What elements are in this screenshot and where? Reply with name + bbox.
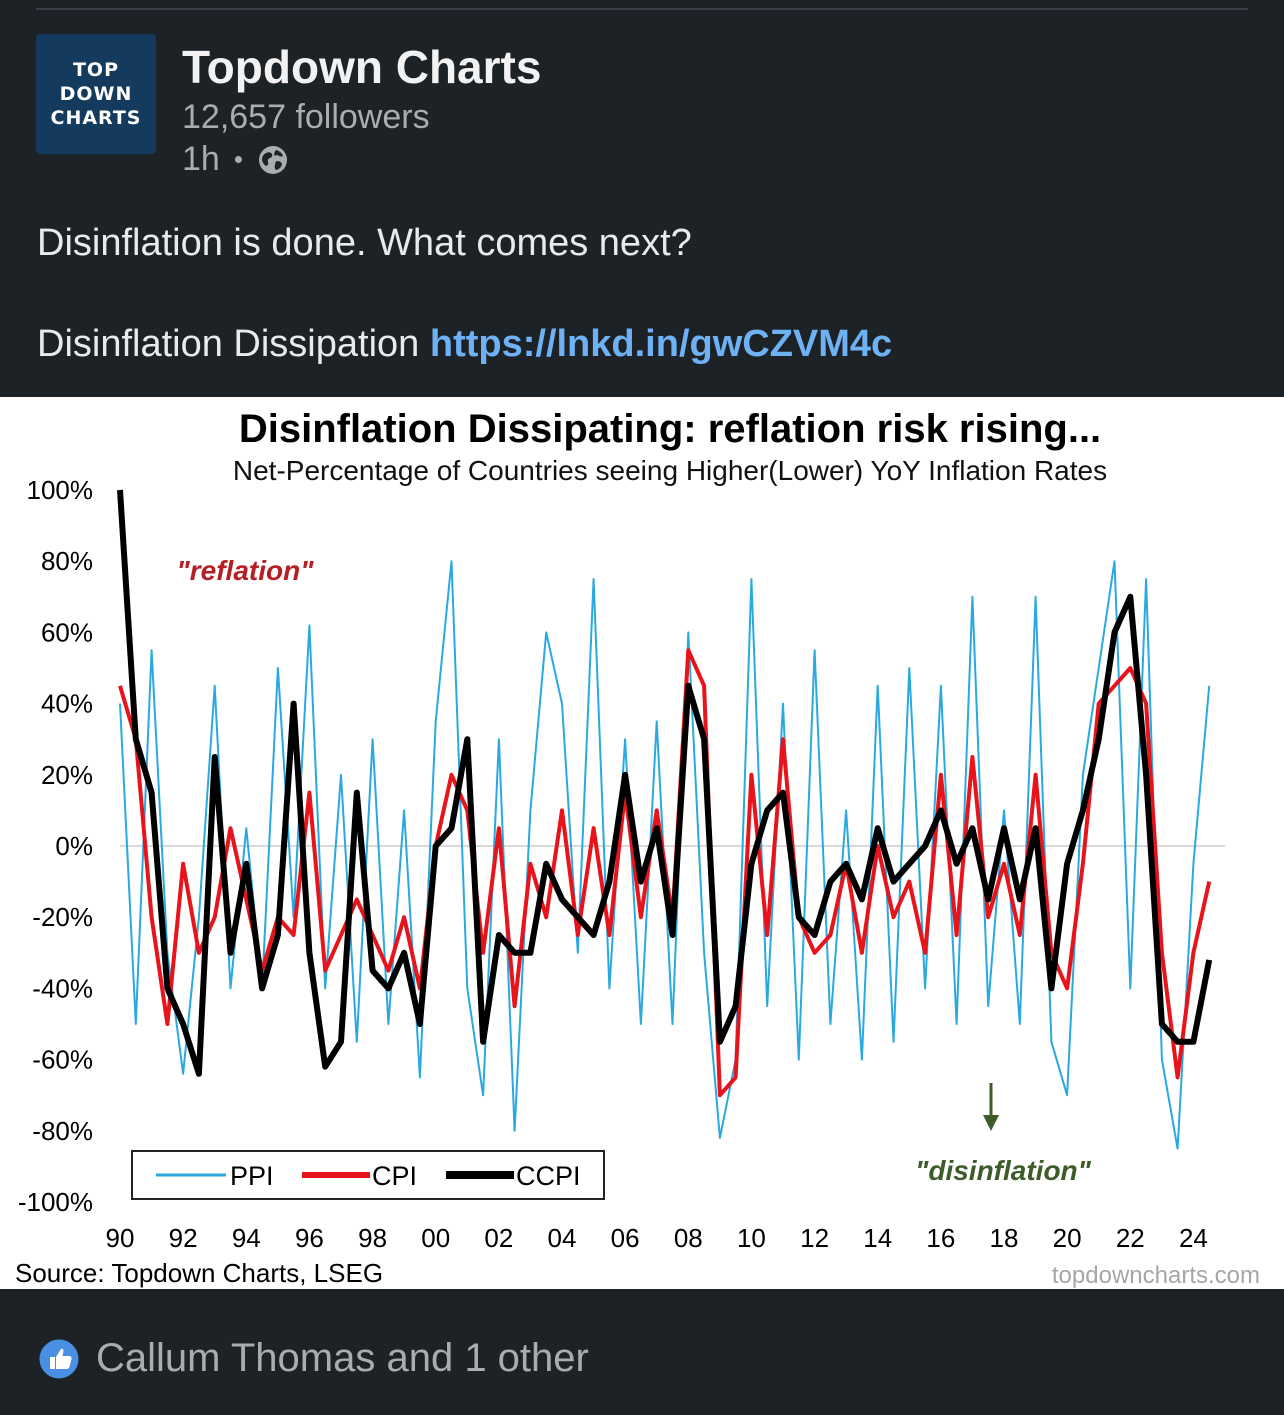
x-tick-label: 18	[990, 1223, 1019, 1253]
chart-source: Source: Topdown Charts, LSEG	[15, 1258, 383, 1288]
x-tick-label: 12	[800, 1223, 829, 1253]
down-arrow-icon	[983, 1083, 999, 1131]
globe-icon	[258, 145, 287, 174]
logo-line-2: DOWN	[59, 83, 133, 105]
x-tick-label: 90	[106, 1223, 135, 1253]
x-tick-label: 00	[421, 1223, 450, 1253]
follower-count: 12,657 followers	[182, 98, 430, 136]
author-name[interactable]: Topdown Charts	[182, 41, 542, 93]
y-tick-label: -20%	[32, 902, 93, 932]
post-text-line-2: Disinflation Dissipation https://lnkd.in…	[37, 323, 892, 366]
reactions-bar[interactable]: Callum Thomas and 1 other	[38, 1336, 589, 1381]
y-tick-label: 80%	[41, 546, 93, 576]
legend-cpi-label: CPI	[372, 1161, 417, 1191]
x-tick-label: 02	[484, 1223, 513, 1253]
logo-line-1: TOP	[72, 59, 120, 81]
y-tick-label: 0%	[55, 831, 93, 861]
chart-image[interactable]: Disinflation Dissipating: reflation risk…	[0, 397, 1284, 1289]
y-tick-label: 20%	[41, 760, 93, 790]
post-time: 1h	[182, 140, 220, 178]
company-logo[interactable]: TOP DOWN CHARTS	[36, 34, 156, 154]
reactions-text: Callum Thomas and 1 other	[96, 1336, 589, 1380]
y-tick-label: 60%	[41, 617, 93, 647]
y-tick-label: -80%	[32, 1116, 93, 1146]
y-tick-label: -60%	[32, 1045, 93, 1075]
x-tick-label: 08	[674, 1223, 703, 1253]
annotation-disinflation: "disinflation"	[915, 1155, 1092, 1186]
x-tick-label: 16	[926, 1223, 955, 1253]
x-tick-label: 04	[548, 1223, 577, 1253]
post-meta: 1h •	[182, 140, 289, 179]
legend-ppi-label: PPI	[230, 1161, 274, 1191]
series-line-ccpi	[117, 489, 1213, 1077]
top-divider	[36, 8, 1248, 10]
x-tick-label: 06	[611, 1223, 640, 1253]
legend-ccpi-label: CCPI	[516, 1161, 581, 1191]
x-tick-label: 96	[295, 1223, 324, 1253]
meta-separator: •	[233, 144, 243, 174]
chart-subtitle: Net-Percentage of Countries seeing Highe…	[233, 455, 1107, 486]
chart-legend: PPI CPI CCPI	[131, 1150, 605, 1200]
annotation-reflation: "reflation"	[176, 555, 314, 586]
x-tick-label: 92	[169, 1223, 198, 1253]
x-tick-label: 10	[737, 1223, 766, 1253]
x-tick-label: 24	[1179, 1223, 1208, 1253]
x-tick-label: 22	[1116, 1223, 1145, 1253]
chart-svg: Disinflation Dissipating: reflation risk…	[15, 407, 1260, 1289]
post-text-article: Disinflation Dissipation	[37, 323, 420, 365]
post-link[interactable]: https://lnkd.in/gwCZVM4c	[429, 323, 893, 365]
x-tick-label: 14	[863, 1223, 892, 1253]
y-tick-label: -100%	[18, 1187, 93, 1217]
logo-line-3: CHARTS	[50, 107, 142, 129]
x-tick-label: 20	[1053, 1223, 1082, 1253]
like-thumb-icon	[38, 1338, 80, 1379]
y-tick-label: 40%	[41, 689, 93, 719]
y-tick-label: 100%	[27, 475, 94, 505]
x-tick-label: 94	[232, 1223, 261, 1253]
post-text-line-1: Disinflation is done. What comes next?	[37, 222, 692, 264]
y-tick-label: -40%	[32, 973, 93, 1003]
chart-watermark: topdowncharts.com	[1052, 1262, 1260, 1289]
chart-title: Disinflation Dissipating: reflation risk…	[239, 407, 1101, 451]
x-tick-label: 98	[358, 1223, 387, 1253]
